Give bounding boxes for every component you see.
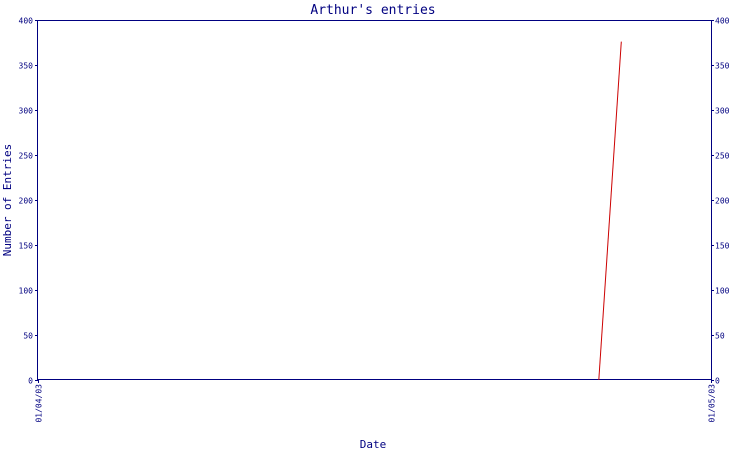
y-tick-label-right: 200 (715, 197, 730, 206)
y-tick-label-right: 0 (715, 377, 720, 386)
y-axis-left: 0 50 100 150 200 250 300 350 400 (19, 17, 38, 386)
x-axis: 01/04/03 01/05/03 (35, 380, 717, 423)
y-tick-label-right: 250 (715, 152, 730, 161)
y-tick-label-left: 100 (19, 287, 34, 296)
y-tick-label-right: 100 (715, 287, 730, 296)
series-line (598, 41, 622, 381)
y-tick-label-left: 400 (19, 17, 34, 26)
y-tick-label-left: 150 (19, 242, 34, 251)
y-axis-label: Number of Entries (1, 144, 14, 257)
y-axis-right: 0 50 100 150 200 250 300 350 400 (711, 17, 730, 386)
x-tick-label: 01/04/03 (35, 384, 44, 423)
x-axis-label: Date (360, 438, 387, 450)
x-tick-label: 01/05/03 (708, 384, 717, 423)
series-group (598, 41, 622, 381)
y-tick-label-right: 50 (715, 332, 725, 341)
chart-title: Arthur's entries (310, 3, 435, 18)
y-tick-label-right: 150 (715, 242, 730, 251)
y-tick-label-left: 300 (19, 107, 34, 116)
y-tick-label-right: 400 (715, 17, 730, 26)
y-tick-label-left: 250 (19, 152, 34, 161)
y-tick-label-left: 50 (23, 332, 33, 341)
y-tick-label-right: 350 (715, 62, 730, 71)
y-tick-label-left: 350 (19, 62, 34, 71)
y-tick-label-left: 0 (28, 377, 33, 386)
y-tick-label-left: 200 (19, 197, 34, 206)
y-tick-label-right: 300 (715, 107, 730, 116)
